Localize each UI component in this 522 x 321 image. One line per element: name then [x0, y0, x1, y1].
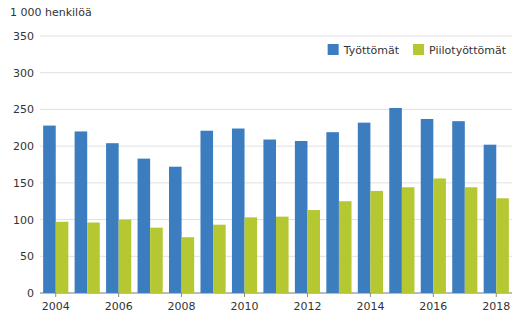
bar: [389, 108, 402, 293]
x-tick-label: 2006: [105, 300, 133, 313]
legend-label: Työttömät: [343, 44, 400, 57]
x-tick-label: 2018: [482, 300, 510, 313]
bar: [370, 191, 383, 293]
legend-swatch: [413, 44, 424, 55]
x-tick: [244, 293, 245, 297]
bar: [106, 143, 119, 293]
y-tick-label: 350: [13, 30, 34, 43]
bar: [421, 119, 434, 293]
bar: [75, 131, 88, 293]
grid-line: [40, 109, 512, 110]
legend: Työttömät Piilotyöttömät: [328, 44, 507, 57]
x-tick: [181, 293, 182, 297]
bar: [182, 237, 195, 293]
bar: [465, 187, 478, 293]
bar: [232, 129, 245, 293]
bar: [358, 123, 371, 293]
y-tick-label: 200: [13, 140, 34, 153]
bar: [452, 121, 465, 293]
x-tick: [370, 293, 371, 297]
grid-line: [40, 36, 512, 37]
y-tick-label: 250: [13, 103, 34, 116]
bar: [87, 223, 100, 293]
bar: [213, 225, 226, 293]
x-tick: [496, 293, 497, 297]
bar: [276, 217, 289, 293]
bar: [245, 217, 258, 293]
x-tick: [433, 293, 434, 297]
chart: 0 50 100 150 200 250 300 350 2004 2006 2008 2010 201…: [0, 0, 522, 321]
bar: [150, 228, 163, 293]
x-tick-label: 2016: [419, 300, 447, 313]
bar: [200, 131, 213, 293]
bar: [339, 201, 352, 293]
bar: [433, 178, 446, 293]
y-tick-label: 150: [13, 177, 34, 190]
x-tick-label: 2012: [293, 300, 321, 313]
x-tick: [307, 293, 308, 297]
y-tick-label: 100: [13, 214, 34, 227]
x-tick-label: 2010: [231, 300, 259, 313]
y-tick-label: 300: [13, 67, 34, 80]
x-tick: [55, 293, 56, 297]
bar: [496, 198, 509, 293]
legend-swatch: [328, 44, 339, 55]
bar: [263, 140, 276, 293]
bars: [43, 108, 509, 293]
legend-label: Piilotyöttömät: [429, 44, 507, 57]
bar: [56, 222, 69, 293]
x-tick-label: 2008: [168, 300, 196, 313]
x-tick-label: 2014: [356, 300, 384, 313]
x-tick-label: 2004: [42, 300, 70, 313]
bar: [43, 126, 56, 293]
bar: [484, 145, 497, 293]
bar: [138, 159, 151, 293]
bar: [307, 210, 320, 293]
y-tick-label: 0: [27, 287, 34, 300]
bar: [402, 187, 415, 293]
y-tick-label: 50: [20, 250, 34, 263]
x-tick: [118, 293, 119, 297]
bar: [326, 132, 339, 293]
bar: [169, 167, 182, 293]
bar: [295, 141, 308, 293]
grid-line: [40, 72, 512, 73]
bar: [119, 220, 132, 293]
y-axis-label: 1 000 henkilöä: [10, 6, 92, 19]
